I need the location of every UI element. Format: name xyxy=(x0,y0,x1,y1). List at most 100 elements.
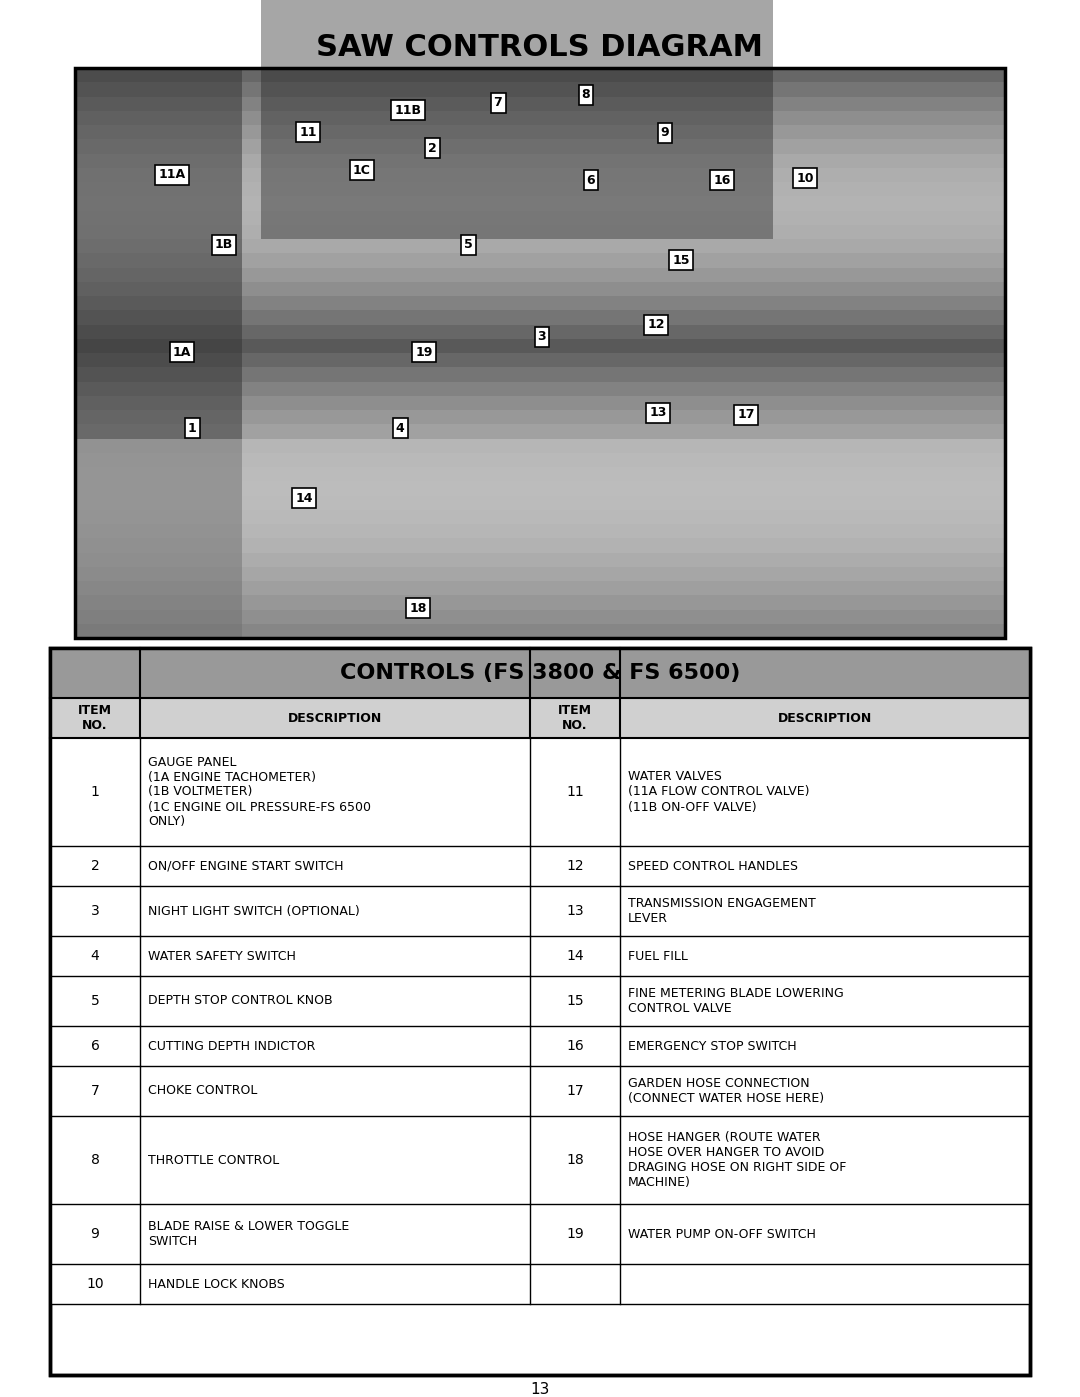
Text: BLADE RAISE & LOWER TOGGLE
SWITCH: BLADE RAISE & LOWER TOGGLE SWITCH xyxy=(148,1220,349,1248)
Text: 8: 8 xyxy=(91,1153,99,1166)
Bar xyxy=(75,253,1005,267)
Bar xyxy=(75,567,1005,581)
Text: 4: 4 xyxy=(91,949,99,963)
Bar xyxy=(50,936,1030,977)
Text: 7: 7 xyxy=(91,1084,99,1098)
Text: 5: 5 xyxy=(463,239,472,251)
Text: 14: 14 xyxy=(566,949,584,963)
Text: 1: 1 xyxy=(91,785,99,799)
Text: 11A: 11A xyxy=(159,169,186,182)
Bar xyxy=(50,738,1030,847)
Text: 1: 1 xyxy=(188,422,197,434)
Bar xyxy=(50,1116,1030,1204)
Text: 13: 13 xyxy=(566,904,584,918)
Bar xyxy=(50,648,1030,698)
Text: CHOKE CONTROL: CHOKE CONTROL xyxy=(148,1084,257,1098)
Text: 18: 18 xyxy=(566,1153,584,1166)
Text: 16: 16 xyxy=(713,173,731,187)
Bar xyxy=(75,282,1005,296)
Bar xyxy=(75,310,1005,324)
Text: 12: 12 xyxy=(566,859,584,873)
Bar xyxy=(75,425,1005,439)
Bar xyxy=(50,648,1030,1375)
Bar xyxy=(75,239,1005,253)
Bar xyxy=(50,847,1030,886)
Text: DESCRIPTION: DESCRIPTION xyxy=(288,711,382,725)
Text: 7: 7 xyxy=(494,96,502,109)
Bar xyxy=(75,538,1005,552)
Bar xyxy=(75,395,1005,409)
Text: 19: 19 xyxy=(416,345,433,359)
Bar xyxy=(75,140,1005,154)
Bar xyxy=(75,609,1005,623)
Text: 18: 18 xyxy=(409,602,427,615)
Bar xyxy=(75,353,1005,367)
Text: 13: 13 xyxy=(649,407,666,419)
Bar xyxy=(75,467,1005,481)
Bar xyxy=(75,595,1005,609)
Bar xyxy=(75,439,1005,638)
Bar xyxy=(50,1264,1030,1303)
Text: 15: 15 xyxy=(566,995,584,1009)
Text: 11B: 11B xyxy=(394,103,421,116)
Bar xyxy=(75,581,1005,595)
Text: CUTTING DEPTH INDICTOR: CUTTING DEPTH INDICTOR xyxy=(148,1039,315,1052)
Text: CONTROLS (FS 3800 & FS 6500): CONTROLS (FS 3800 & FS 6500) xyxy=(340,664,740,683)
Text: 5: 5 xyxy=(91,995,99,1009)
Text: 6: 6 xyxy=(586,173,595,187)
Bar xyxy=(75,367,1005,381)
Text: 3: 3 xyxy=(538,331,546,344)
Bar xyxy=(50,648,1030,1375)
Text: 1A: 1A xyxy=(173,345,191,359)
Text: WATER VALVES
(11A FLOW CONTROL VALVE)
(11B ON-OFF VALVE): WATER VALVES (11A FLOW CONTROL VALVE) (1… xyxy=(627,771,810,813)
Text: NIGHT LIGHT SWITCH (OPTIONAL): NIGHT LIGHT SWITCH (OPTIONAL) xyxy=(148,904,360,918)
Text: GAUGE PANEL
(1A ENGINE TACHOMETER)
(1B VOLTMETER)
(1C ENGINE OIL PRESSURE-FS 650: GAUGE PANEL (1A ENGINE TACHOMETER) (1B V… xyxy=(148,756,372,828)
Bar xyxy=(75,110,1005,124)
Bar xyxy=(75,381,1005,395)
Text: 3: 3 xyxy=(91,904,99,918)
Bar xyxy=(50,1025,1030,1066)
Bar xyxy=(75,211,1005,225)
Bar xyxy=(75,324,1005,338)
Text: DESCRIPTION: DESCRIPTION xyxy=(778,711,873,725)
Bar xyxy=(75,124,1005,140)
Bar xyxy=(75,154,1005,168)
Text: 8: 8 xyxy=(582,88,591,102)
Text: 11: 11 xyxy=(299,126,316,138)
Bar xyxy=(261,0,772,239)
Text: 4: 4 xyxy=(395,422,404,434)
Bar xyxy=(75,82,1005,96)
Text: EMERGENCY STOP SWITCH: EMERGENCY STOP SWITCH xyxy=(627,1039,797,1052)
Text: 9: 9 xyxy=(661,127,670,140)
Text: 17: 17 xyxy=(566,1084,584,1098)
Text: DEPTH STOP CONTROL KNOB: DEPTH STOP CONTROL KNOB xyxy=(148,995,333,1007)
Text: 17: 17 xyxy=(738,408,755,422)
Bar xyxy=(75,296,1005,310)
Text: THROTTLE CONTROL: THROTTLE CONTROL xyxy=(148,1154,280,1166)
Bar xyxy=(75,267,1005,282)
Bar xyxy=(75,510,1005,524)
Text: FUEL FILL: FUEL FILL xyxy=(627,950,688,963)
Text: 14: 14 xyxy=(295,492,313,504)
Text: WATER PUMP ON-OFF SWITCH: WATER PUMP ON-OFF SWITCH xyxy=(627,1228,815,1241)
Bar xyxy=(50,977,1030,1025)
Text: HOSE HANGER (ROUTE WATER
HOSE OVER HANGER TO AVOID
DRAGING HOSE ON RIGHT SIDE OF: HOSE HANGER (ROUTE WATER HOSE OVER HANGE… xyxy=(627,1132,847,1189)
Text: 1B: 1B xyxy=(215,239,233,251)
Text: 12: 12 xyxy=(647,319,665,331)
Text: FINE METERING BLADE LOWERING
CONTROL VALVE: FINE METERING BLADE LOWERING CONTROL VAL… xyxy=(627,988,843,1016)
Text: ITEM
NO.: ITEM NO. xyxy=(558,704,592,732)
Bar xyxy=(75,439,1005,453)
Bar xyxy=(75,552,1005,567)
Bar xyxy=(75,68,1005,82)
Text: 2: 2 xyxy=(91,859,99,873)
Text: 6: 6 xyxy=(91,1039,99,1053)
Bar xyxy=(75,196,1005,211)
Bar xyxy=(75,453,1005,467)
Text: 11: 11 xyxy=(566,785,584,799)
Bar xyxy=(75,623,1005,638)
Bar xyxy=(75,481,1005,496)
Bar xyxy=(75,68,242,638)
Text: SAW CONTROLS DIAGRAM: SAW CONTROLS DIAGRAM xyxy=(316,34,764,63)
Bar xyxy=(75,168,1005,182)
Text: 13: 13 xyxy=(530,1383,550,1397)
